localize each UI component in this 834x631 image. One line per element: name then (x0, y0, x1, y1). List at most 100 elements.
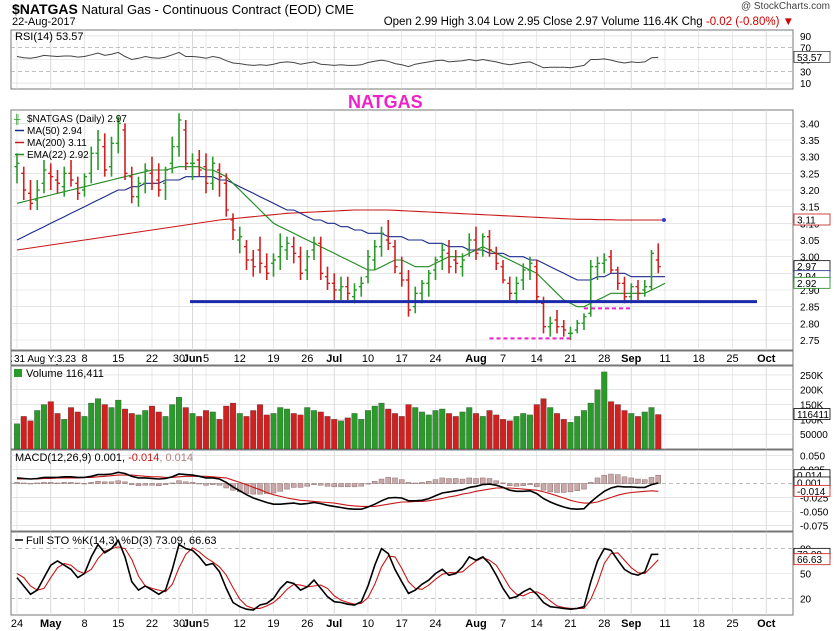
x-tick-label: Aug (465, 353, 486, 365)
macd-histogram-bar (480, 477, 486, 484)
volume-bar (277, 407, 284, 450)
y-tick-label: 3.35 (800, 136, 820, 147)
legend-entry: $NATGAS (Daily) 2.97 (27, 114, 127, 125)
volume-bar (419, 411, 425, 450)
macd-histogram-bar (554, 483, 560, 493)
y-tick-label: 0.050 (800, 452, 825, 463)
macd-histogram-bar (365, 483, 371, 485)
open-value: 2.99 (415, 16, 438, 28)
sto-k-line (16, 538, 659, 611)
macd-histogram-bar (41, 482, 47, 484)
macd-histogram-bar (426, 481, 432, 484)
macd-histogram-bar (203, 483, 209, 486)
chg-label: Chg (681, 16, 703, 28)
price-tag-box (793, 213, 831, 226)
x-tick-label: 14 (531, 353, 543, 365)
macd-histogram-bar (608, 473, 614, 484)
x-tick-label-bottom: Sep (621, 618, 641, 630)
macd-tag: 0.001 (797, 478, 822, 489)
volume-bar (196, 416, 203, 450)
legend-bar-icon: ╫ (13, 113, 21, 125)
low-label: Low (493, 16, 515, 28)
macd-histogram-bar (61, 482, 67, 484)
volume-label: Volume 116,411 (26, 368, 104, 380)
rsi-line (16, 51, 659, 69)
volume-bar (68, 407, 74, 450)
volume-legend-swatch (14, 369, 22, 377)
y-tick-label: 20 (800, 594, 812, 605)
volume-bar (297, 414, 304, 450)
macd-histogram-bar (588, 482, 594, 484)
macd-histogram-bar (466, 477, 472, 484)
volume-bar (560, 419, 567, 450)
macd-histogram-bar (102, 481, 108, 484)
y-tick-label: 250K (800, 371, 824, 382)
volume-bar (169, 404, 176, 450)
ma200-line (16, 209, 665, 251)
chart-annotation: NATGAS (348, 92, 423, 112)
macd-histogram-bar (520, 483, 526, 486)
sto-label: Full STO %K(14,3) %D(3) 73.09, 66.63 (26, 535, 217, 547)
volume-bar (155, 411, 162, 450)
y-tick-label: 3.30 (800, 153, 820, 164)
macd-histogram-bar (324, 483, 331, 487)
macd-histogram-bar (250, 483, 256, 495)
macd-histogram-bar (385, 477, 391, 484)
volume-bar (635, 416, 641, 450)
volume-bar (47, 401, 54, 450)
chart-header: $NATGAS Natural Gas - Continuous Contrac… (0, 0, 834, 30)
x-tick-label-bottom: 22 (146, 618, 158, 630)
macd-label-hist: , 0.014 (159, 452, 193, 464)
volume-bar (520, 413, 527, 450)
volume-bar (176, 396, 182, 450)
x-tick-label-bottom: 19 (267, 618, 279, 630)
volume-bar (351, 413, 358, 450)
macd-histogram-bar (540, 483, 547, 491)
x-tick-label: Jun (183, 353, 203, 365)
credit: @ StockCharts.com (740, 1, 830, 12)
x-tick-label-bottom: 14 (531, 618, 543, 630)
x-tick-label-bottom: 17 (396, 618, 408, 630)
x-tick-label-bottom: 30 (173, 618, 185, 630)
macd-histogram-bar (176, 480, 182, 484)
macd-histogram-bar (567, 483, 574, 493)
volume-bar (236, 413, 243, 450)
y-tick-label: 10 (800, 79, 812, 90)
x-tick-label: 21 (564, 353, 576, 365)
volume-bar (608, 401, 614, 450)
volume-bar (648, 407, 655, 450)
volume-bar (189, 413, 196, 450)
volume-bar (95, 398, 101, 450)
y-tick-label: -0.075 (800, 521, 829, 532)
volume-bar (317, 411, 324, 450)
macd-histogram-bar (399, 479, 405, 484)
macd-histogram-bar (432, 479, 439, 484)
macd-histogram-bar (372, 481, 378, 484)
y-tick-label: 3.15 (800, 203, 820, 214)
x-axis-strip (10, 350, 794, 366)
macd-histogram-bar (338, 483, 344, 488)
y-tick-label: 3.20 (800, 186, 820, 197)
y-tick-label: 3.00 (800, 253, 820, 264)
volume-bar (54, 413, 61, 450)
x-tick-label-bottom: 28 (598, 618, 610, 630)
sto-d-line (16, 546, 659, 609)
macd-histogram-bar (513, 483, 520, 487)
x-tick-label-bottom: 25 (726, 618, 738, 630)
macd-histogram-bar (648, 477, 655, 484)
y-tick-label: 30 (800, 67, 812, 78)
volume-bar (250, 410, 257, 450)
macd-histogram-bar (142, 483, 148, 486)
x-tick-label-bottom: Jul (326, 618, 342, 630)
macd-histogram-bar (493, 480, 499, 484)
close-value: 2.97 (575, 16, 598, 28)
volume-bar (338, 420, 344, 450)
volume-bar (641, 411, 648, 450)
macd-histogram-bar (378, 478, 385, 484)
macd-histogram-bar (419, 482, 425, 484)
x-tick-label-bottom: 18 (693, 618, 705, 630)
volume-bar (452, 416, 459, 450)
macd-histogram-bar (473, 478, 479, 484)
macd-histogram-bar (183, 481, 189, 484)
